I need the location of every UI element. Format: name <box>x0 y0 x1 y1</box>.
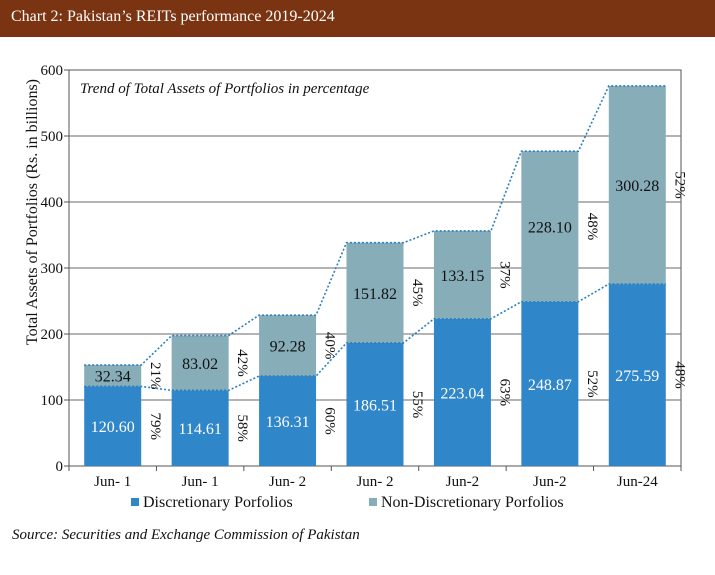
x-tick-label: Jun-2 <box>446 474 479 490</box>
percent-label-non-discretionary: 42% <box>234 349 250 377</box>
x-tick-label: Jun- 1 <box>182 474 219 490</box>
value-label-non-discretionary: 151.82 <box>353 286 397 303</box>
percent-label-non-discretionary: 45% <box>409 279 425 307</box>
percent-label-discretionary: 58% <box>234 414 250 442</box>
percent-label-non-discretionary: 48% <box>584 213 600 241</box>
legend-label-non-discretionary: Non-Discretionary Porfolios <box>381 494 564 511</box>
bar-discretionary <box>521 301 579 466</box>
value-label-non-discretionary: 228.10 <box>528 219 572 236</box>
percent-label-discretionary: 52% <box>584 370 600 398</box>
legend-item-non-discretionary: Non-Discretionary Porfolios <box>369 494 564 512</box>
x-tick-label: Jun- 2 <box>356 474 393 490</box>
value-label-discretionary: 275.59 <box>615 368 659 385</box>
x-tick-label: Jun-2 <box>533 474 566 490</box>
y-tick-label: 500 <box>41 129 64 145</box>
percent-label-discretionary: 63% <box>496 379 512 407</box>
value-label-discretionary: 136.31 <box>266 414 310 431</box>
x-axis-ticks: Jun- 1 Jun- 1 Jun- 2 Jun- 2 Jun-2 Jun-2 Jun-24 <box>68 466 682 490</box>
percent-label-discretionary: 48% <box>671 361 687 389</box>
legend-item-discretionary: Discretionary Porfolios <box>131 494 293 512</box>
stacked-bar-chart: 0 100 200 300 400 500 600 120.60 32.34 79% 21% 114… <box>24 63 688 490</box>
bar-non-discretionary <box>84 365 142 387</box>
y-tick-label: 600 <box>41 63 64 79</box>
trend-lines <box>84 85 666 392</box>
value-label-non-discretionary: 83.02 <box>182 356 218 373</box>
percent-label-non-discretionary: 40% <box>322 332 338 360</box>
bar-non-discretionary <box>171 335 229 391</box>
legend-swatch-non-discretionary <box>369 498 377 507</box>
y-tick-label: 200 <box>41 327 64 343</box>
value-label-discretionary: 186.51 <box>353 397 397 414</box>
bar-discretionary <box>346 342 404 466</box>
y-axis-label: Total Assets of Portfolios (Rs. in billi… <box>24 79 41 345</box>
y-tick-label: 0 <box>56 459 64 475</box>
percent-label-discretionary: 79% <box>147 412 163 440</box>
bar-discretionary <box>259 376 317 466</box>
bar-discretionary <box>171 390 229 466</box>
chart-header-title: Chart 2: Pakistan’s REITs performance 20… <box>11 8 335 25</box>
value-label-non-discretionary: 133.15 <box>440 268 484 285</box>
legend-swatch-discretionary <box>131 498 139 507</box>
percent-label-non-discretionary: 37% <box>496 261 512 289</box>
chart-annotation: Trend of Total Assets of Portfolios in p… <box>80 81 370 97</box>
value-label-non-discretionary: 300.28 <box>615 178 659 195</box>
bar-discretionary <box>608 284 666 466</box>
y-tick-label: 300 <box>41 261 64 277</box>
value-label-non-discretionary: 32.34 <box>95 369 131 386</box>
trend-line-total <box>84 85 666 366</box>
y-tick-label: 100 <box>41 393 64 409</box>
value-label-discretionary: 223.04 <box>440 385 484 402</box>
legend-label-discretionary: Discretionary Porfolios <box>143 494 293 511</box>
x-tick-label: Jun- 1 <box>94 474 131 490</box>
bar-non-discretionary <box>433 230 491 319</box>
value-label-non-discretionary: 92.28 <box>270 339 306 356</box>
value-label-discretionary: 114.61 <box>178 421 221 438</box>
percent-label-non-discretionary: 21% <box>147 362 163 390</box>
percent-label-discretionary: 60% <box>322 407 338 435</box>
percent-label-discretionary: 55% <box>409 391 425 419</box>
bar-discretionary <box>433 318 491 466</box>
value-label-discretionary: 120.60 <box>91 419 135 436</box>
x-tick-label: Jun- 2 <box>269 474 306 490</box>
value-label-discretionary: 248.87 <box>528 377 572 394</box>
data-labels: 120.60 32.34 79% 21% 114.61 83.02 58% 42% 136.31… <box>91 171 688 442</box>
chart-header: Chart 2: Pakistan’s REITs performance 20… <box>0 0 715 37</box>
bar-non-discretionary <box>346 242 404 343</box>
bar-non-discretionary <box>259 315 317 377</box>
bars <box>84 85 666 466</box>
source-note: Source: Securities and Exchange Commissi… <box>12 527 360 543</box>
y-axis-ticks: 0 100 200 300 400 500 600 <box>41 63 69 475</box>
bar-non-discretionary <box>521 151 579 302</box>
percent-label-non-discretionary: 52% <box>671 171 687 199</box>
bar-discretionary <box>84 386 142 466</box>
y-tick-label: 400 <box>41 195 64 211</box>
x-tick-label: Jun-24 <box>617 474 658 490</box>
bar-non-discretionary <box>608 85 666 285</box>
trend-line-discretionary <box>84 283 666 392</box>
